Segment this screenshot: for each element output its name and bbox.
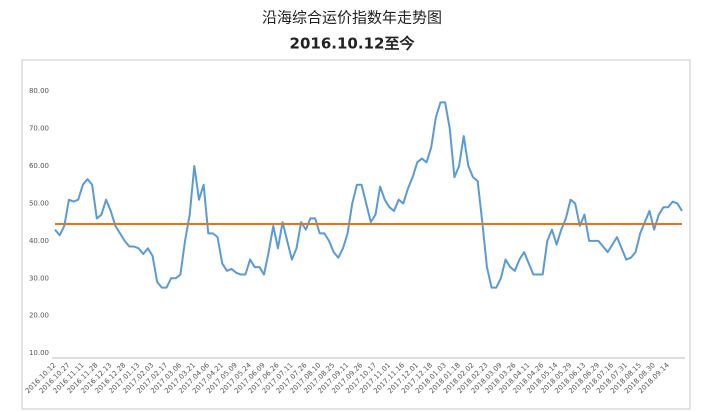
chart-subtitle: 2016.10.12至今 [290,35,415,53]
y-tick-label: 60.00 [29,162,49,170]
y-tick-label: 10.00 [29,349,49,357]
y-tick-label: 30.00 [29,274,49,282]
chart-title: 沿海综合运价指数年走势图 [262,9,442,27]
y-tick-label: 20.00 [29,312,49,320]
y-tick-label: 80.00 [29,87,49,95]
y-tick-label: 40.00 [29,237,49,245]
y-tick-label: 70.00 [29,125,49,133]
y-tick-label: 50.00 [29,199,49,207]
data-line [54,101,683,289]
chart-frame [21,59,691,410]
